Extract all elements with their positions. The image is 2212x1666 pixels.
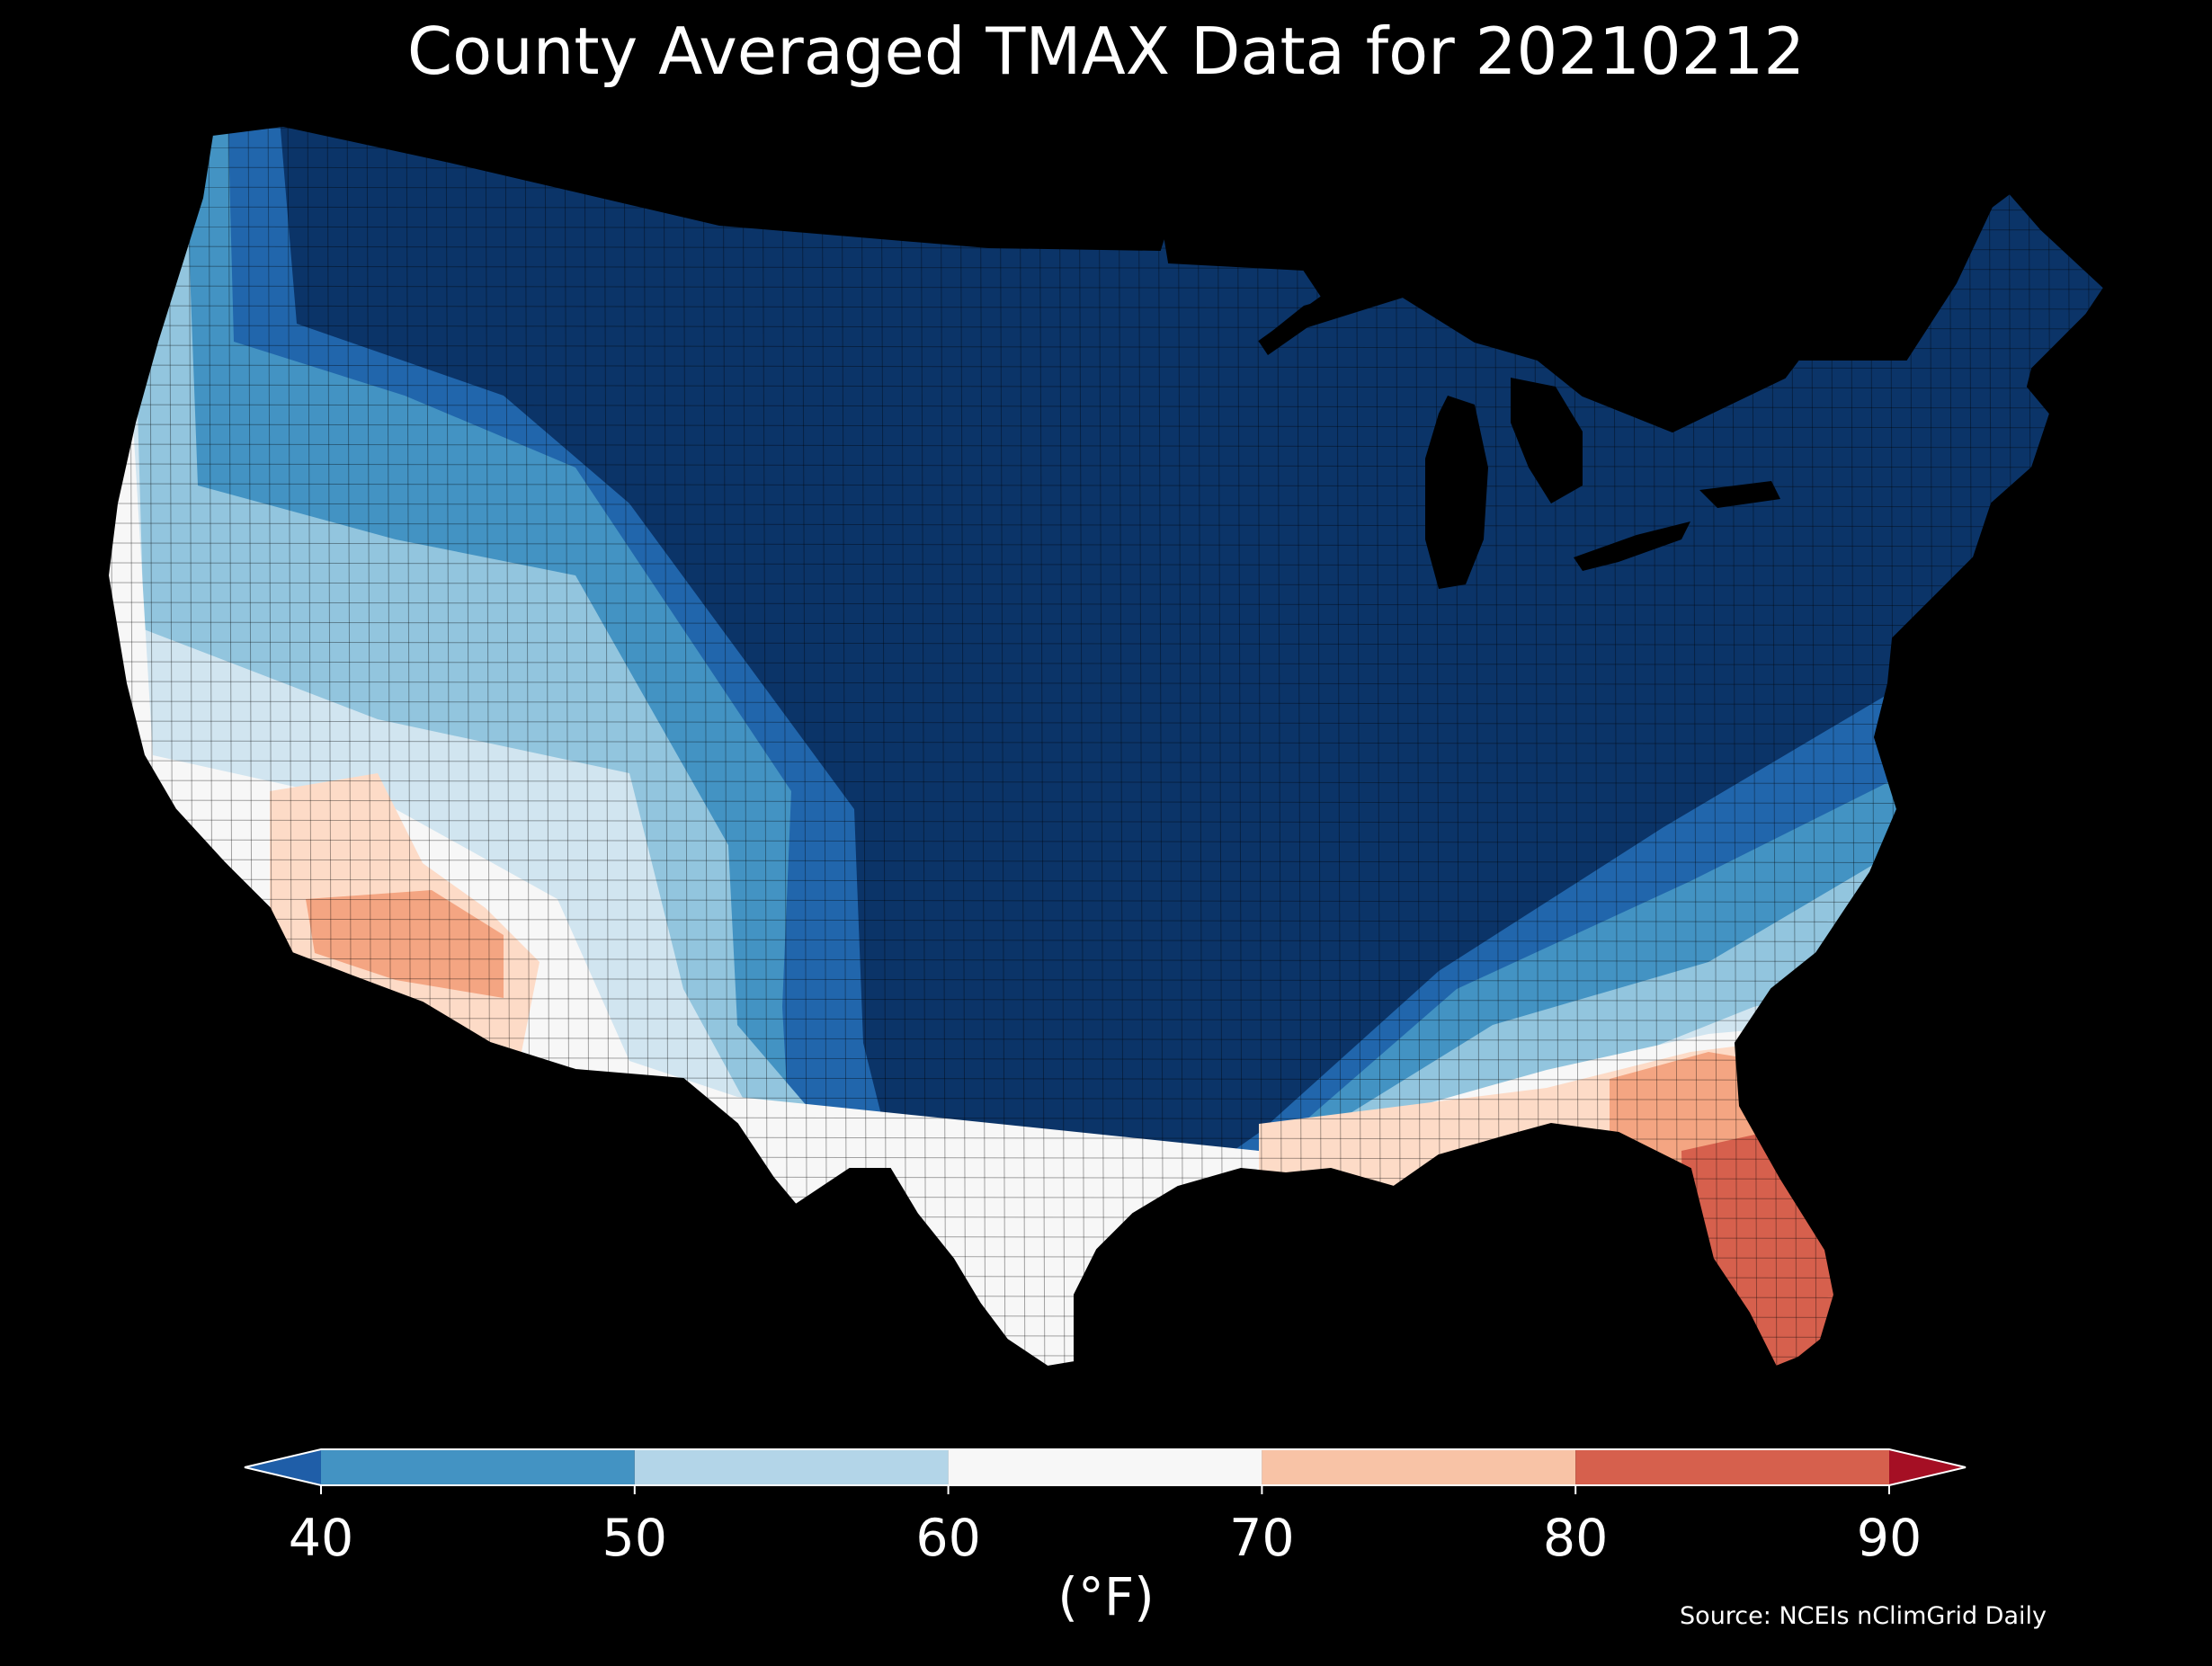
county-line xyxy=(108,601,2104,607)
county-line xyxy=(1177,126,1184,1367)
county-line xyxy=(108,1254,2104,1260)
county-line xyxy=(1137,126,1145,1367)
zone-warmer-sw xyxy=(306,890,504,998)
county-line xyxy=(940,126,947,1367)
county-line xyxy=(900,126,907,1367)
county-line xyxy=(1909,126,1916,1367)
lake-michigan xyxy=(1425,396,1488,589)
county-line xyxy=(1889,126,1896,1367)
county-line xyxy=(90,90,95,1403)
county-line xyxy=(108,898,2104,904)
county-line xyxy=(108,522,2104,528)
county-line xyxy=(2108,90,2113,1403)
county-line xyxy=(801,126,808,1367)
county-line xyxy=(108,819,2104,824)
colorbar-tick-label: 50 xyxy=(602,1509,668,1568)
county-line xyxy=(90,108,2158,111)
county-line xyxy=(90,1374,2158,1377)
county-line xyxy=(108,780,2104,785)
county-line xyxy=(2127,90,2133,1403)
county-line xyxy=(108,562,2104,567)
county-line xyxy=(1058,126,1066,1367)
county-line xyxy=(108,720,2104,726)
colorbar-bin xyxy=(1575,1449,1889,1485)
great-lakes xyxy=(1259,270,1780,589)
county-line xyxy=(108,463,2104,468)
colorbar-bin xyxy=(948,1449,1262,1485)
colorbar-unit-label: (°F) xyxy=(1057,1566,1155,1627)
county-line xyxy=(108,760,2104,765)
county-line xyxy=(108,582,2104,587)
lake-ontario xyxy=(1699,481,1780,508)
colorbar-tick-label: 90 xyxy=(1856,1509,1922,1568)
county-line xyxy=(108,859,2104,864)
county-line xyxy=(129,126,136,1367)
county-line xyxy=(108,127,2104,132)
source-credit: Source: NCEIs nClimGrid Daily xyxy=(1680,1602,2047,1630)
county-line xyxy=(979,126,986,1367)
county-line xyxy=(1118,126,1125,1367)
colorbar-bin xyxy=(634,1449,949,1485)
county-line xyxy=(108,878,2104,884)
county-line xyxy=(1019,126,1026,1367)
county-line xyxy=(108,423,2104,429)
county-line xyxy=(1157,126,1164,1367)
county-line xyxy=(108,661,2104,666)
county-line xyxy=(108,1314,2104,1319)
colorbar-over-arrow xyxy=(1889,1449,1966,1485)
lake-huron xyxy=(1511,378,1583,503)
colorbar-bin xyxy=(1262,1449,1576,1485)
county-line xyxy=(108,918,2104,923)
county-line xyxy=(108,404,2104,409)
county-line xyxy=(108,839,2104,844)
county-line xyxy=(108,681,2104,686)
colorbar xyxy=(244,1448,1967,1494)
colorbar-tick-label: 80 xyxy=(1542,1509,1609,1568)
county-line xyxy=(108,621,2104,627)
us-outline xyxy=(106,124,2106,1368)
lake-superior xyxy=(1259,270,1403,355)
county-line xyxy=(108,740,2104,745)
county-line xyxy=(2147,90,2153,1403)
county-line xyxy=(1098,126,1105,1367)
county-line xyxy=(108,641,2104,646)
county-line xyxy=(1078,126,1085,1367)
county-line xyxy=(108,799,2104,805)
county-line xyxy=(108,1294,2104,1299)
county-line xyxy=(108,1234,2104,1240)
map-title: County Averaged TMAX Data for 20210212 xyxy=(406,13,1806,89)
county-line xyxy=(959,126,967,1367)
colorbar-tick-label: 60 xyxy=(915,1509,981,1568)
county-line xyxy=(108,384,2104,389)
county-line xyxy=(920,126,927,1367)
county-line xyxy=(108,1353,2104,1359)
lake-erie xyxy=(1574,521,1690,571)
county-line xyxy=(108,700,2104,706)
county-line xyxy=(108,483,2104,488)
county-line xyxy=(108,1333,2104,1339)
county-line xyxy=(108,1274,2104,1279)
county-line xyxy=(108,542,2104,548)
county-line xyxy=(999,126,1006,1367)
colorbar-tick-label: 70 xyxy=(1229,1509,1295,1568)
colorbar-bin xyxy=(321,1449,635,1485)
county-line xyxy=(1929,126,1936,1367)
county-line xyxy=(781,126,789,1367)
county-line xyxy=(108,503,2104,508)
county-line xyxy=(90,1394,2158,1397)
colorbar-tick-label: 40 xyxy=(288,1509,354,1568)
county-line xyxy=(109,126,116,1367)
county-line xyxy=(108,443,2104,449)
colorbar-under-arrow xyxy=(245,1449,321,1485)
county-line xyxy=(108,364,2104,370)
county-line xyxy=(108,938,2104,943)
county-line xyxy=(1039,126,1046,1367)
